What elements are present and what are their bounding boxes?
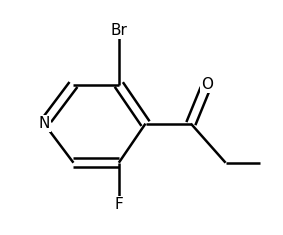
Text: N: N (38, 116, 50, 131)
Text: F: F (114, 197, 123, 212)
Text: O: O (201, 77, 213, 92)
Text: Br: Br (110, 23, 127, 38)
